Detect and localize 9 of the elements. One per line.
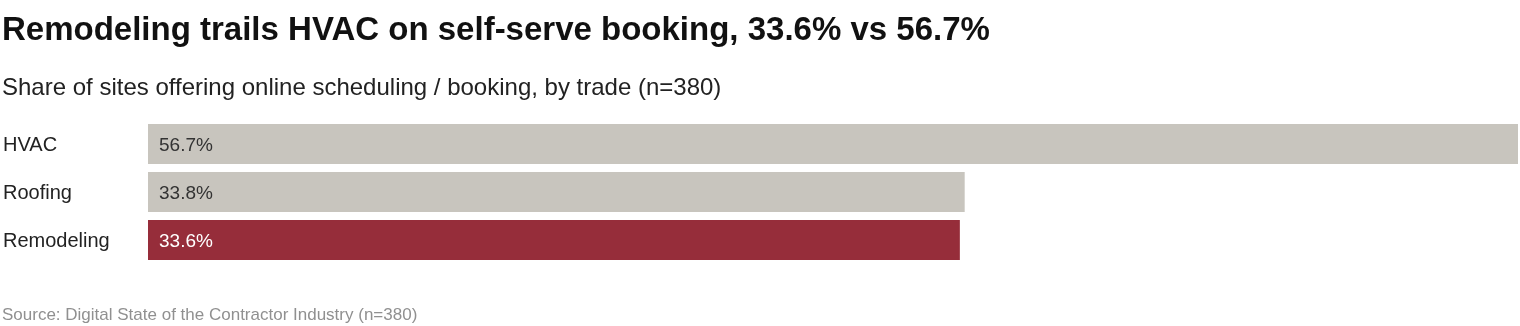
chart-subtitle: Share of sites offering online scheduling / booking, by trade (n=380) bbox=[2, 73, 722, 100]
data-label: 56.7% bbox=[159, 133, 213, 155]
y-tick-label: Remodeling bbox=[3, 229, 110, 251]
chart-title: Remodeling trails HVAC on self-serve booking, 33.6% vs 56.7% bbox=[2, 10, 990, 47]
y-tick-label: Roofing bbox=[3, 181, 72, 203]
y-tick-label: HVAC bbox=[3, 133, 58, 155]
source-note: Source: Digital State of the Contractor Industry (n=380) bbox=[2, 305, 418, 324]
data-label: 33.6% bbox=[159, 229, 213, 251]
data-label: 33.8% bbox=[159, 181, 213, 203]
